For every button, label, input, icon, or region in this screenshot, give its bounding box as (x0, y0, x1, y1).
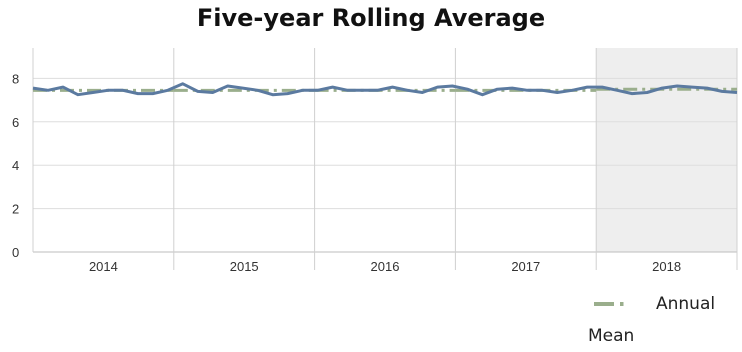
y-tick-label: 8 (12, 71, 19, 86)
legend-swatch-annual-mean (594, 302, 630, 306)
chart-title: Five-year Rolling Average (196, 4, 546, 32)
x-tick-label: 2015 (230, 259, 259, 274)
rolling-average-line (32, 82, 738, 97)
x-tick-label: 2018 (652, 259, 681, 274)
highlight-band-2018 (596, 48, 737, 252)
y-tick-label: 0 (12, 245, 19, 260)
vertical-gridlines (32, 48, 738, 270)
x-tick-label: 2014 (89, 259, 118, 274)
y-tick-label: 2 (12, 202, 19, 217)
y-tick-label: 4 (12, 158, 19, 173)
x-tick-label: 2017 (511, 259, 540, 274)
x-tick-label: 2016 (371, 259, 400, 274)
legend: Annual Mean (588, 288, 738, 352)
legend-label-annual-mean: Annual Mean (588, 294, 716, 346)
x-axis-tick-labels: 2014 2015 2016 2017 2018 (89, 259, 681, 274)
horizontal-gridlines (33, 77, 737, 253)
y-tick-label: 6 (12, 115, 19, 130)
y-axis-tick-labels: 0 2 4 6 8 (12, 71, 19, 260)
